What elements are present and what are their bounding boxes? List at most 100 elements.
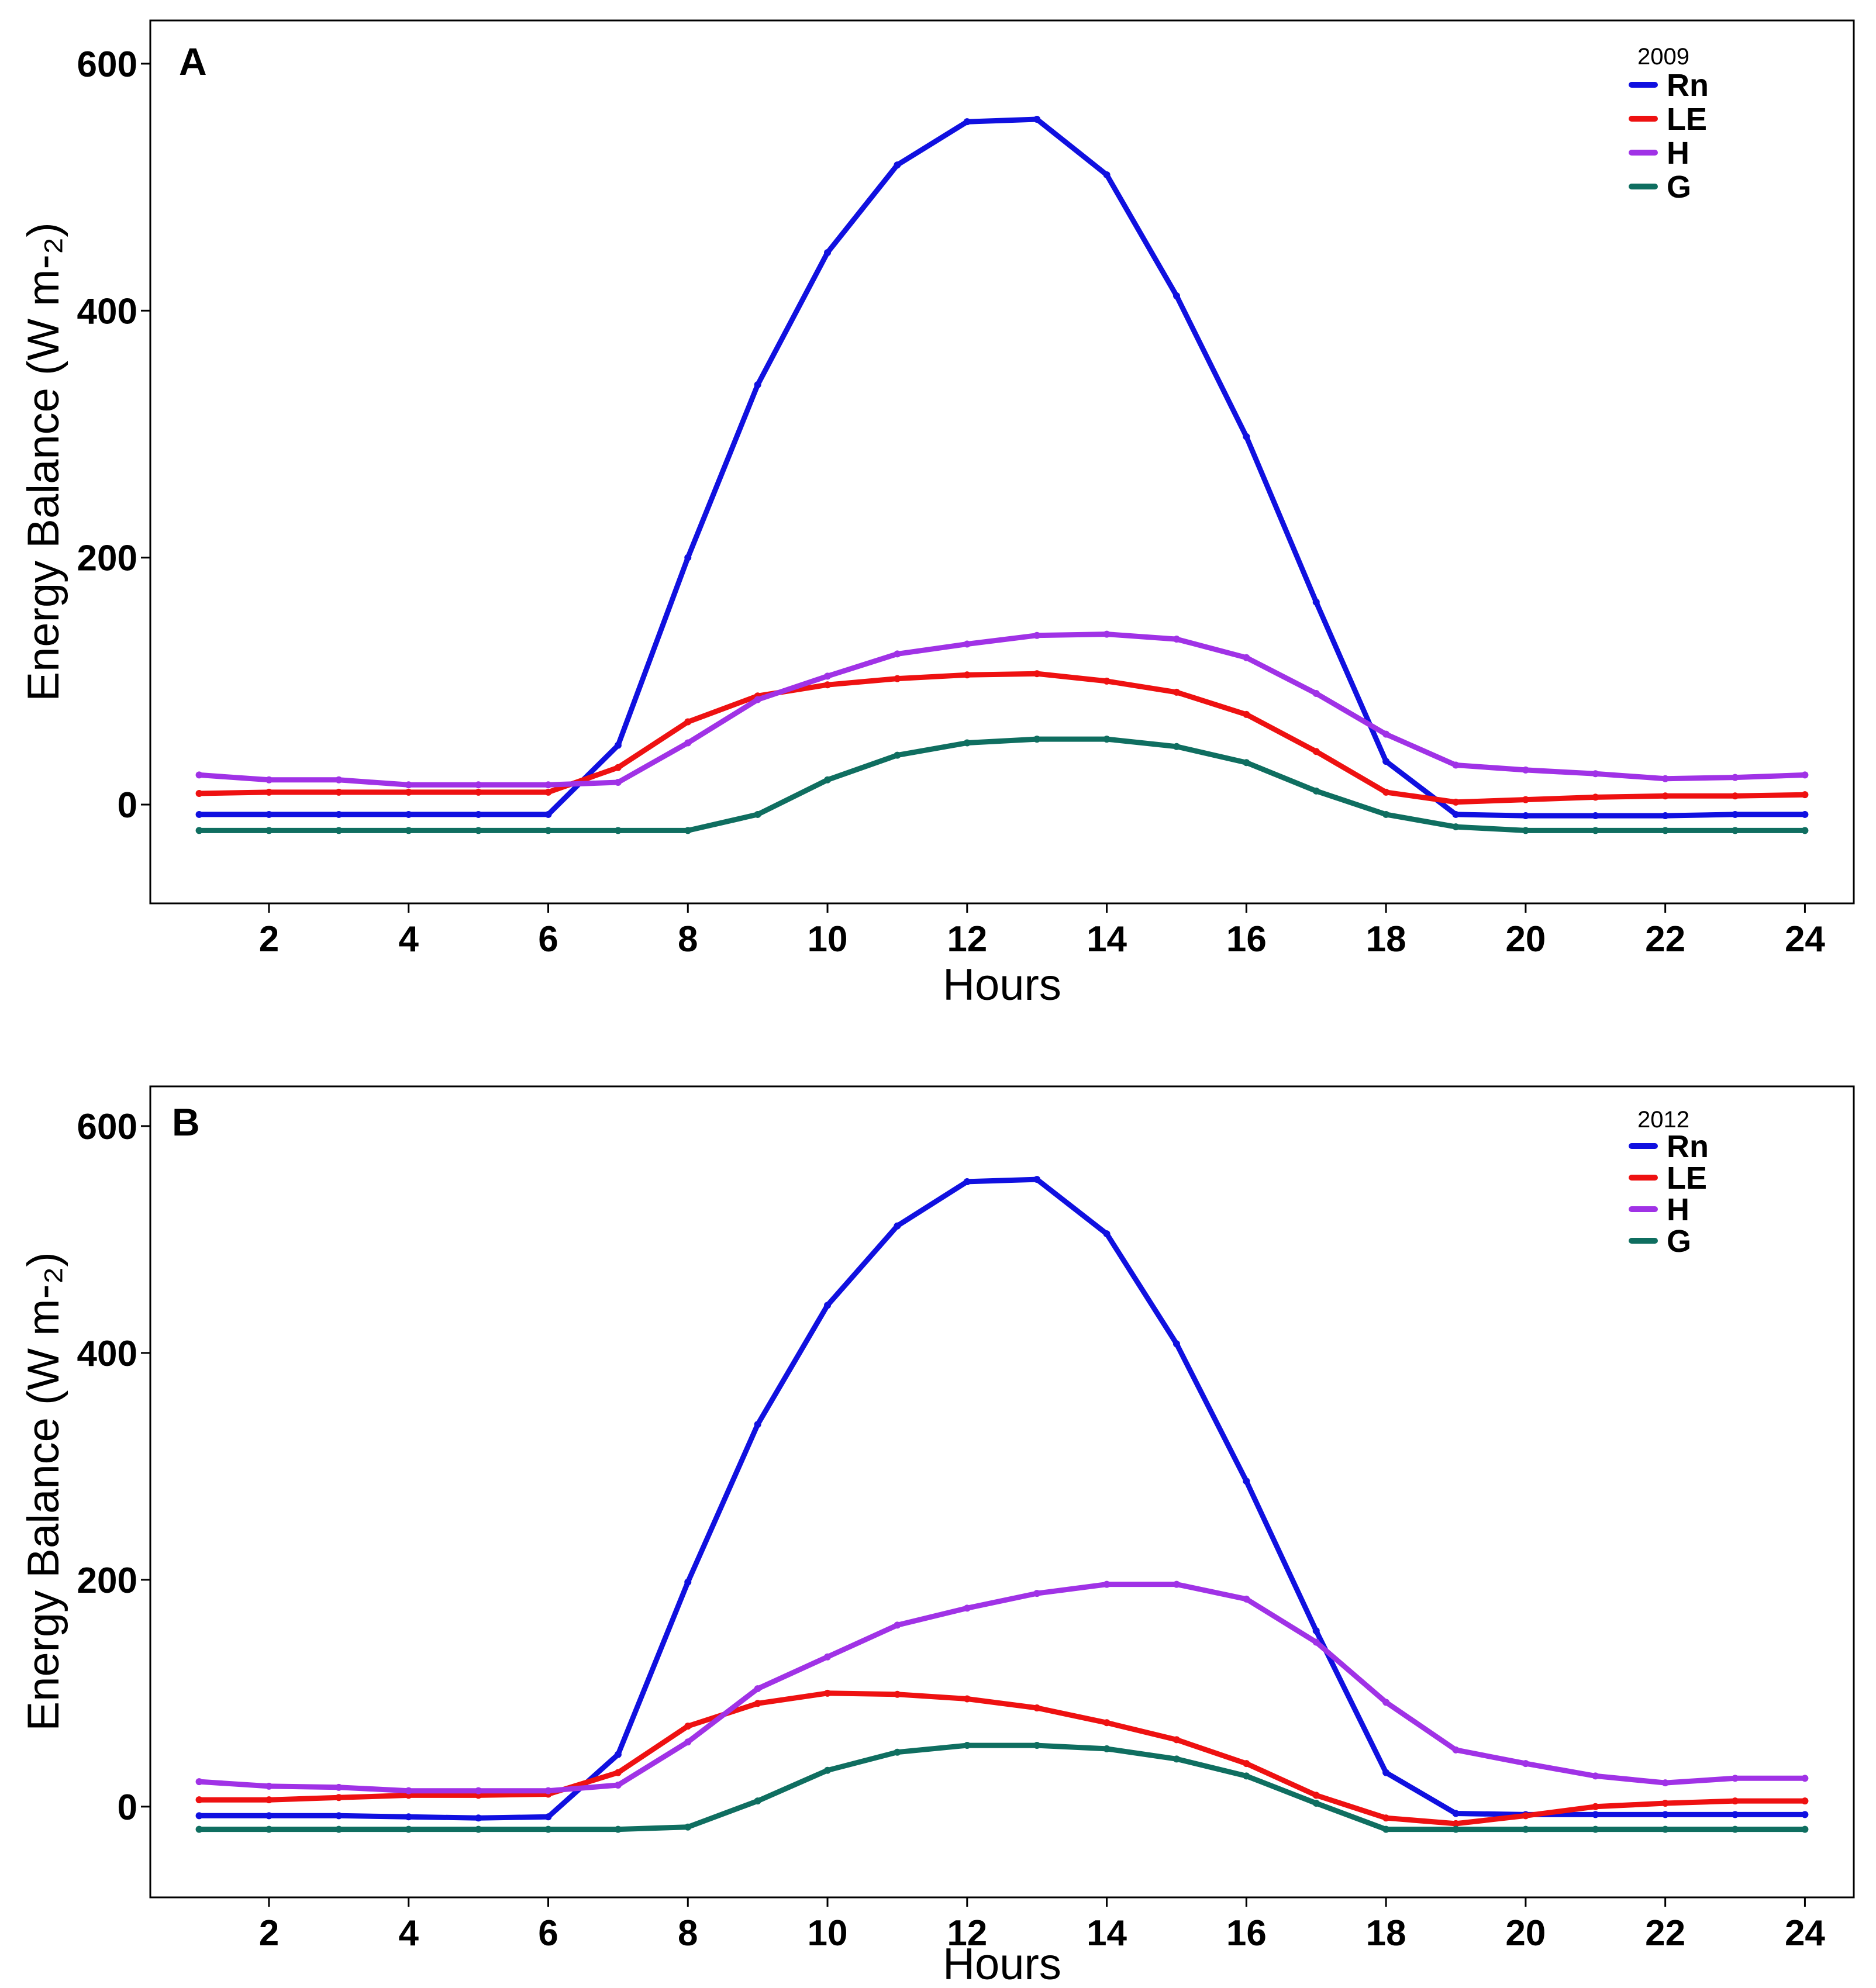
- data-point-h: [1661, 775, 1669, 782]
- y-tick-label: 600: [77, 44, 137, 85]
- data-point-g: [1172, 743, 1180, 750]
- legend-label-h: H: [1667, 136, 1689, 171]
- data-point-rn: [754, 1421, 761, 1428]
- data-point-g: [1103, 736, 1111, 743]
- data-point-rn: [614, 1751, 622, 1758]
- data-point-rn: [684, 1578, 692, 1586]
- data-point-h: [824, 672, 832, 680]
- data-point-g: [1103, 1745, 1111, 1752]
- data-point-rn: [1452, 810, 1460, 818]
- data-point-g: [195, 1825, 203, 1833]
- data-point-g: [1732, 1825, 1739, 1833]
- data-point-rn: [614, 741, 622, 749]
- x-tick-label: 10: [808, 919, 848, 960]
- x-tick-label: 6: [538, 1913, 558, 1954]
- data-point-g: [894, 1748, 901, 1756]
- data-point-rn: [1801, 1811, 1809, 1818]
- data-point-h: [963, 1604, 971, 1612]
- data-point-le: [824, 1689, 832, 1697]
- data-point-le: [335, 788, 343, 796]
- data-point-le: [1592, 793, 1599, 801]
- data-point-rn: [544, 1813, 552, 1821]
- data-point-h: [475, 1787, 482, 1794]
- data-point-rn: [1243, 1478, 1250, 1485]
- data-point-rn: [265, 810, 273, 818]
- data-point-h: [894, 1621, 901, 1629]
- data-point-le: [195, 790, 203, 798]
- data-point-rn: [894, 161, 901, 169]
- data-point-g: [824, 776, 832, 784]
- data-point-le: [1801, 791, 1809, 799]
- data-point-h: [405, 781, 412, 789]
- data-point-h: [894, 650, 901, 658]
- data-point-g: [1382, 1825, 1390, 1833]
- x-tick-label: 4: [398, 1913, 419, 1954]
- data-point-h: [1243, 654, 1250, 661]
- x-tick-label: 14: [1087, 1913, 1127, 1954]
- data-point-rn: [1172, 1340, 1180, 1348]
- y-axis-title: Energy Balance (W m-₂): [19, 1252, 68, 1731]
- data-point-rn: [475, 810, 482, 818]
- data-point-g: [1522, 1825, 1529, 1833]
- x-tick-label: 2: [259, 1913, 279, 1954]
- data-point-h: [335, 776, 343, 784]
- data-point-h: [475, 781, 482, 789]
- data-point-rn: [1661, 812, 1669, 820]
- data-point-h: [1732, 1775, 1739, 1782]
- x-tick-label: 20: [1505, 919, 1546, 960]
- series-line-le: [196, 671, 1808, 805]
- y-tick-label: 0: [118, 1787, 137, 1828]
- data-point-g: [475, 1825, 482, 1833]
- data-point-le: [1522, 796, 1529, 803]
- series-line-g: [196, 736, 1808, 833]
- data-point-h: [684, 1738, 692, 1746]
- data-point-g: [1732, 827, 1739, 834]
- data-point-h: [963, 640, 971, 648]
- data-point-g: [1452, 1825, 1460, 1833]
- series-lines: [195, 115, 1809, 834]
- legend-label-rn: Rn: [1667, 1129, 1709, 1164]
- data-point-g: [824, 1766, 832, 1774]
- data-point-le: [1312, 748, 1320, 755]
- series-line-h: [196, 631, 1808, 788]
- data-point-rn: [963, 118, 971, 126]
- data-point-le: [1243, 710, 1250, 718]
- x-axis-title: Hours: [943, 960, 1061, 1010]
- x-tick-label: 12: [947, 1913, 987, 1954]
- data-point-le: [475, 788, 482, 796]
- x-tick-label: 6: [538, 919, 558, 960]
- x-tick-label: 24: [1785, 919, 1825, 960]
- data-point-le: [963, 671, 971, 679]
- data-point-rn: [265, 1812, 273, 1820]
- data-point-le: [1243, 1760, 1250, 1768]
- data-point-le: [894, 675, 901, 682]
- data-point-g: [1522, 827, 1529, 834]
- data-point-g: [405, 1825, 412, 1833]
- legend-label-rn: Rn: [1667, 68, 1709, 103]
- data-point-g: [1661, 1825, 1669, 1833]
- data-point-h: [1172, 1580, 1180, 1588]
- x-tick-label: 8: [678, 919, 698, 960]
- series-line-g: [196, 1742, 1808, 1832]
- legend-label-le: LE: [1667, 102, 1707, 137]
- data-point-rn: [1732, 1811, 1739, 1818]
- data-point-le: [1592, 1803, 1599, 1810]
- data-point-le: [1661, 1799, 1669, 1807]
- data-point-g: [754, 810, 761, 818]
- data-point-rn: [894, 1222, 901, 1230]
- data-point-rn: [1172, 292, 1180, 299]
- data-point-g: [405, 827, 412, 834]
- data-point-h: [1312, 1638, 1320, 1646]
- data-point-g: [1382, 810, 1390, 818]
- series-line-le: [196, 1690, 1808, 1827]
- data-point-g: [265, 1825, 273, 1833]
- data-point-le: [1732, 792, 1739, 800]
- data-point-le: [1103, 1719, 1111, 1727]
- data-point-g: [335, 827, 343, 834]
- data-point-rn: [1103, 171, 1111, 178]
- data-point-g: [614, 827, 622, 834]
- data-point-le: [405, 788, 412, 796]
